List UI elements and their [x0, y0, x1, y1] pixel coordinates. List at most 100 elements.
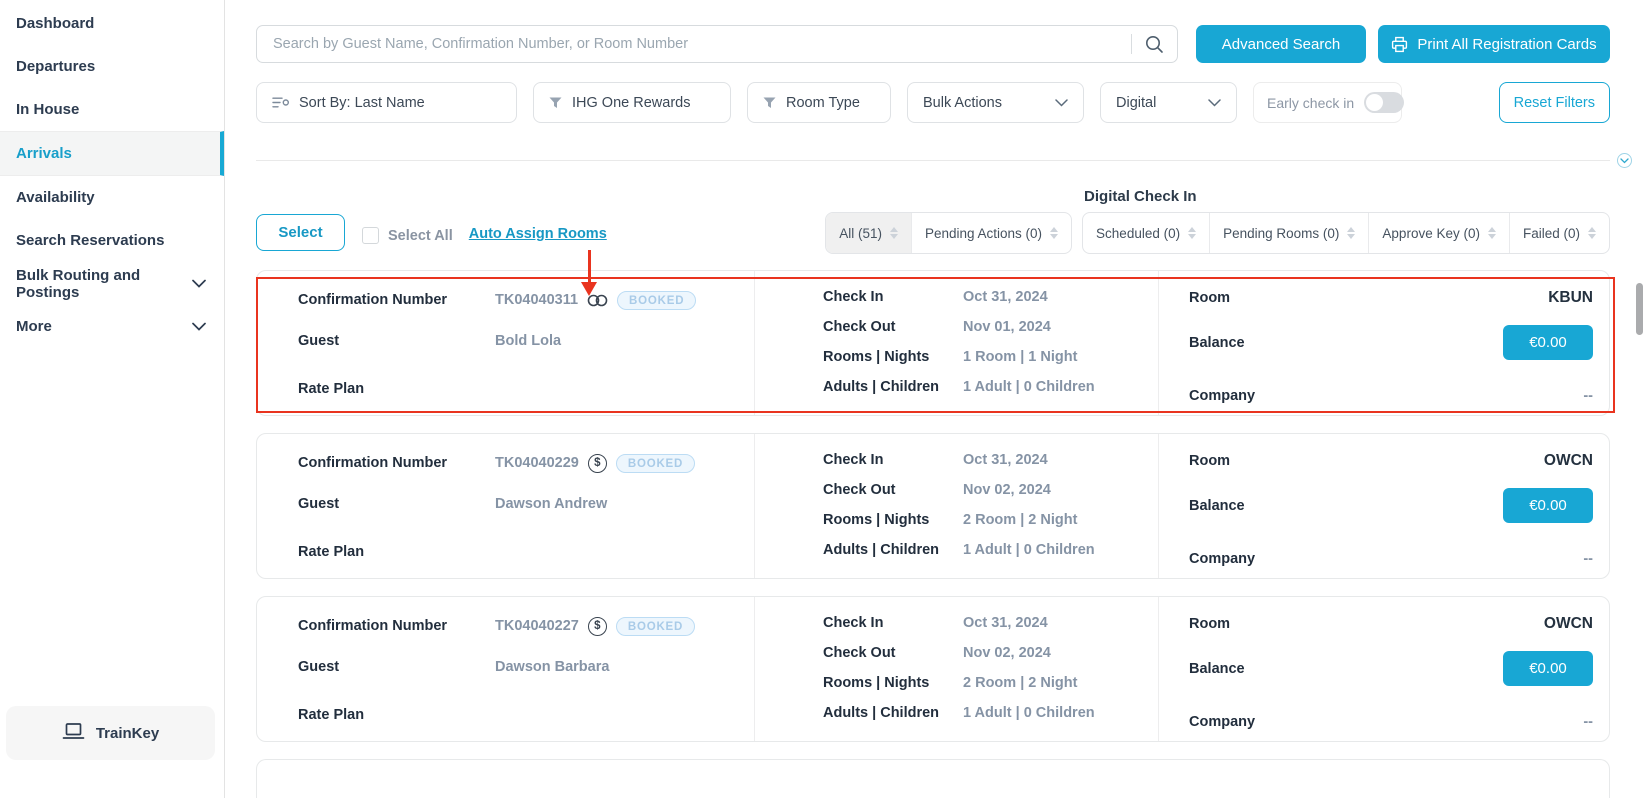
- sidebar-item-search-reservations[interactable]: Search Reservations: [0, 219, 224, 262]
- confirmation-number-label: Confirmation Number: [298, 618, 448, 634]
- status-badge: BOOKED: [615, 616, 696, 636]
- early-check-in-toggle[interactable]: [1364, 92, 1405, 113]
- sidebar-item-label: More: [16, 318, 52, 335]
- tab-scheduled-label: Scheduled (0): [1096, 225, 1181, 241]
- tab-approve-key[interactable]: Approve Key (0): [1368, 213, 1509, 253]
- balance-label: Balance: [1189, 497, 1245, 514]
- sidebar-item-dashboard[interactable]: Dashboard: [0, 2, 224, 45]
- guest-name: Dawson Barbara: [495, 659, 610, 675]
- early-check-in-control: Early check in: [1253, 82, 1405, 123]
- collapse-filters-chevron-icon[interactable]: [1617, 153, 1632, 168]
- reset-filters-button[interactable]: Reset Filters: [1498, 82, 1610, 123]
- select-all-checkbox[interactable]: [362, 227, 379, 244]
- sidebar-nav: Dashboard Departures In House Arrivals A…: [0, 0, 224, 348]
- search-row: Advanced Search Print All Registration C…: [256, 25, 1610, 63]
- trainkey-label: TrainKey: [95, 724, 160, 742]
- tab-approve-key-label: Approve Key (0): [1382, 225, 1480, 241]
- status-badge: BOOKED: [617, 290, 697, 310]
- funnel-icon: [549, 97, 562, 109]
- bulk-actions-dropdown[interactable]: Bulk Actions: [907, 82, 1084, 123]
- link-icon: [587, 294, 608, 307]
- reservation-card[interactable]: Confirmation Number TK04040229 $ BOOKED …: [256, 433, 1610, 579]
- sort-by-dropdown[interactable]: Sort By: Last Name: [256, 82, 517, 123]
- search-divider: [1131, 34, 1132, 54]
- dollar-icon: $: [587, 453, 607, 473]
- search-input[interactable]: [273, 36, 1123, 52]
- advanced-search-button[interactable]: Advanced Search: [1196, 25, 1366, 63]
- adults-children-value: 1 Adult | 0 Children: [963, 542, 1095, 558]
- ihg-label: IHG One Rewards: [572, 94, 691, 111]
- adults-children-value: 1 Adult | 0 Children: [963, 379, 1095, 395]
- reservation-stay-column: Check In Oct 31, 2024 Check Out Nov 01, …: [754, 271, 1158, 415]
- sidebar-item-bulk-routing[interactable]: Bulk Routing and Postings: [0, 262, 224, 305]
- check-out-value: Nov 02, 2024: [963, 645, 1051, 661]
- dollar-icon: $: [587, 616, 607, 636]
- check-in-value: Oct 31, 2024: [963, 289, 1048, 305]
- confirmation-number-value: TK04040311: [495, 292, 579, 308]
- sidebar-item-more[interactable]: More: [0, 305, 224, 348]
- room-value: OWCN: [1543, 615, 1593, 632]
- balance-label: Balance: [1189, 660, 1245, 677]
- tab-all[interactable]: All (51): [826, 213, 911, 253]
- auto-assign-rooms-link[interactable]: Auto Assign Rooms: [468, 226, 607, 242]
- status-badge: BOOKED: [615, 453, 696, 473]
- check-out-label: Check Out: [823, 319, 896, 335]
- reservation-card-partial[interactable]: [256, 759, 1610, 798]
- reservation-card[interactable]: Confirmation Number TK04040311 BOOKED Gu…: [256, 270, 1610, 416]
- bulk-actions-label: Bulk Actions: [923, 94, 1002, 111]
- tab-failed-label: Failed (0): [1522, 225, 1580, 241]
- sidebar-item-label: In House: [16, 101, 80, 118]
- sort-by-label: Sort By: Last Name: [299, 94, 425, 111]
- adults-children-label: Adults | Children: [823, 542, 940, 558]
- check-in-label: Check In: [823, 452, 884, 468]
- digital-dropdown[interactable]: Digital: [1100, 82, 1237, 123]
- sidebar-item-departures[interactable]: Departures: [0, 45, 224, 88]
- reservation-room-column: Room OWCN Balance €0.00 Company --: [1158, 597, 1609, 741]
- tab-all-label: All (51): [839, 225, 882, 241]
- balance-button[interactable]: €0.00: [1503, 325, 1593, 360]
- check-in-value: Oct 31, 2024: [963, 615, 1048, 631]
- reservation-list: Confirmation Number TK04040311 BOOKED Gu…: [256, 270, 1610, 798]
- guest-name: Dawson Andrew: [495, 496, 608, 512]
- tab-scheduled[interactable]: Scheduled (0): [1083, 213, 1209, 253]
- early-check-in-label: Early check in: [1267, 94, 1355, 111]
- sidebar-item-label: Arrivals: [16, 145, 72, 162]
- check-out-label: Check Out: [823, 645, 896, 661]
- print-all-registration-cards-button[interactable]: Print All Registration Cards: [1378, 25, 1610, 63]
- rate-plan-label: Rate Plan: [298, 707, 365, 723]
- trainkey-button[interactable]: TrainKey: [6, 706, 215, 760]
- sidebar-item-label: Availability: [16, 189, 95, 206]
- balance-button[interactable]: €0.00: [1503, 651, 1593, 686]
- rate-plan-label: Rate Plan: [298, 381, 365, 397]
- check-in-label: Check In: [823, 615, 884, 631]
- select-button[interactable]: Select: [256, 214, 345, 251]
- reservation-identity-column: Confirmation Number TK04040311 BOOKED Gu…: [257, 271, 754, 415]
- reservation-stay-column: Check In Oct 31, 2024 Check Out Nov 02, …: [754, 434, 1158, 578]
- sidebar-item-arrivals[interactable]: Arrivals: [0, 131, 224, 176]
- printer-icon: [1391, 36, 1408, 53]
- tab-pending-actions[interactable]: Pending Actions (0): [910, 213, 1071, 253]
- tab-pending-rooms[interactable]: Pending Rooms (0): [1209, 213, 1368, 253]
- sidebar-item-label: Departures: [16, 58, 96, 75]
- guest-label: Guest: [298, 333, 340, 349]
- digital-check-in-section: Digital Check In Scheduled (0) Pending R…: [1082, 188, 1610, 254]
- company-label: Company: [1189, 388, 1256, 404]
- sidebar-item-in-house[interactable]: In House: [0, 88, 224, 131]
- ihg-one-rewards-filter[interactable]: IHG One Rewards: [533, 82, 731, 123]
- tab-pending-actions-label: Pending Actions (0): [924, 225, 1043, 241]
- sidebar-item-availability[interactable]: Availability: [0, 176, 224, 219]
- search-icon[interactable]: [1145, 35, 1164, 54]
- vertical-scrollbar-thumb[interactable]: [1636, 283, 1643, 335]
- sorter-icon: [889, 227, 898, 239]
- confirmation-number-label: Confirmation Number: [298, 292, 448, 308]
- room-value: OWCN: [1543, 452, 1593, 469]
- rate-plan-label: Rate Plan: [298, 544, 365, 560]
- reservation-identity-column: Confirmation Number TK04040227 $ BOOKED …: [257, 597, 754, 741]
- reservation-card[interactable]: Confirmation Number TK04040227 $ BOOKED …: [256, 596, 1610, 742]
- room-type-label: Room Type: [786, 94, 860, 111]
- tab-failed[interactable]: Failed (0): [1508, 213, 1609, 253]
- balance-button[interactable]: €0.00: [1503, 488, 1593, 523]
- laptop-icon: [62, 722, 85, 744]
- rooms-nights-label: Rooms | Nights: [823, 675, 930, 691]
- room-type-filter[interactable]: Room Type: [747, 82, 891, 123]
